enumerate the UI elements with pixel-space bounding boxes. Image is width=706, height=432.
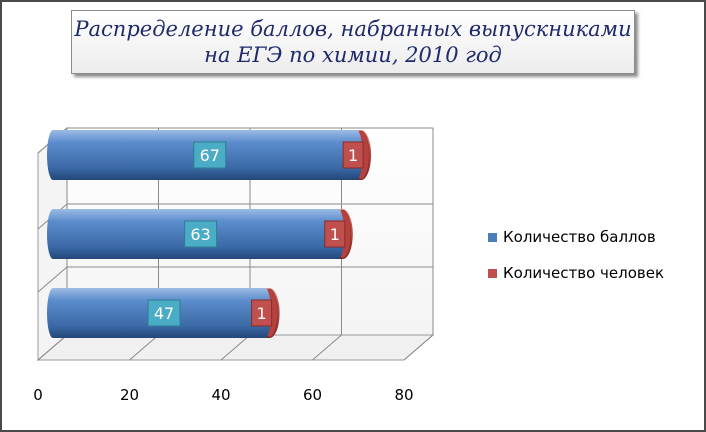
chart-title-line-2: на ЕГЭ по химии, 2010 год [204,43,502,67]
data-label-text-series-1-0: 67 [200,146,220,165]
floor-gridline-2 [220,334,251,361]
data-label-text-series-2-2: 1 [257,304,267,323]
data-label-series-1-2: 47 [147,299,181,327]
legend-label-series-2: Количество человек [503,264,665,282]
x-tick-label-3: 60 [303,386,322,404]
data-label-text-series-2-0: 1 [348,146,358,165]
legend-item-series-2: Количество человек [488,264,664,282]
data-label-text-series-1-2: 47 [154,304,174,323]
x-tick-label-2: 40 [211,386,230,404]
chart-title-line-1: Распределение баллов, набранных выпускни… [74,17,632,41]
legend-swatch-series-1 [488,232,497,242]
floor-gridline-3 [312,334,342,361]
legend-label-series-1: Количество баллов [503,228,656,246]
x-tick-label-4: 80 [394,386,413,404]
floor-gridline-1 [129,334,159,361]
x-tick-label-0: 0 [33,386,43,404]
legend-swatch-series-2 [488,268,497,278]
data-label-text-series-2-1: 1 [330,225,340,244]
floor-gridline-4 [403,334,434,361]
x-tick-label-1: 20 [120,386,139,404]
chart-title-box: Распределение баллов, набранных выпускни… [71,10,635,74]
data-label-series-2-2: 1 [251,299,273,327]
category-separator-2 [37,266,68,293]
data-label-series-2-0: 1 [342,141,364,169]
floor-gridline-0 [37,334,68,361]
data-label-text-series-1-1: 63 [190,225,210,244]
legend-item-series-1: Количество баллов [488,228,656,246]
data-label-series-1-0: 67 [193,141,227,169]
data-label-series-1-1: 63 [184,220,218,248]
data-label-series-2-1: 1 [324,220,346,248]
